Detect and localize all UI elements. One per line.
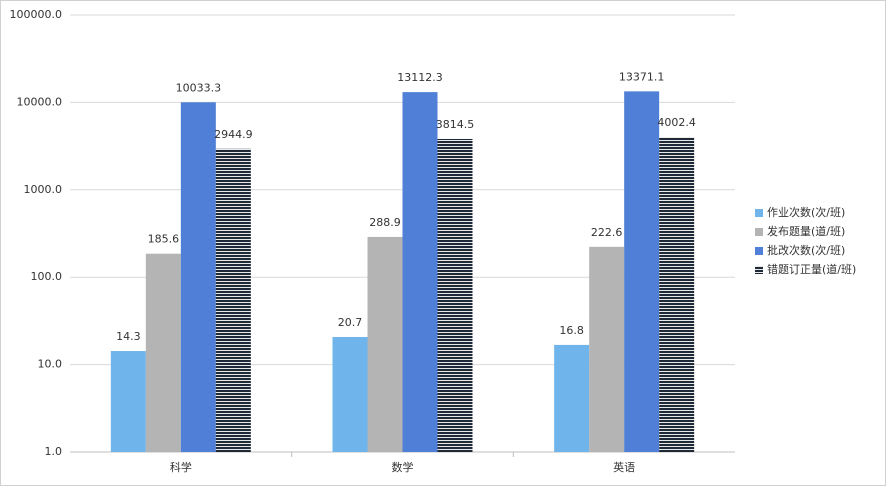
bar [437,138,473,452]
data-label: 3814.5 [436,118,475,131]
bar [215,148,251,453]
data-label: 2944.9 [214,128,253,141]
x-tick-label: 英语 [613,460,635,474]
data-label: 185.6 [148,233,180,246]
data-label: 288.9 [369,216,401,229]
data-label: 14.3 [116,330,141,343]
bar [659,137,695,452]
bar [332,336,368,452]
data-label: 16.8 [559,324,584,337]
y-tick-label: 10000.0 [17,95,63,108]
bar [402,92,438,452]
data-label: 222.6 [591,226,623,239]
legend-swatch [755,209,763,217]
legend-swatch [755,266,763,274]
bar [554,344,590,452]
legend-label: 批改次数(次/班) [767,243,845,257]
y-tick-label: 100.0 [31,270,63,283]
bar [110,351,146,452]
y-tick-label: 100000.0 [10,8,63,21]
bar [145,253,181,452]
data-label: 13112.3 [397,71,443,84]
legend-swatch [755,247,763,255]
x-tick-label: 科学 [170,460,192,474]
legend-label: 错题订正量(道/班) [767,262,856,276]
bar [589,246,625,452]
y-tick-label: 10.0 [38,358,63,371]
y-tick-label: 1000.0 [24,183,63,196]
legend-label: 发布题量(道/班) [767,224,845,238]
data-label: 4002.4 [657,116,696,129]
bar [180,102,216,453]
legend-label: 作业次数(次/班) [767,205,845,219]
bar [367,236,403,452]
y-tick-label: 1.0 [45,445,63,458]
data-label: 20.7 [338,316,363,329]
data-label: 10033.3 [176,81,222,94]
legend-swatch [755,228,763,236]
x-tick-label: 数学 [392,460,414,474]
data-label: 13371.1 [619,70,665,83]
bar [624,91,660,453]
